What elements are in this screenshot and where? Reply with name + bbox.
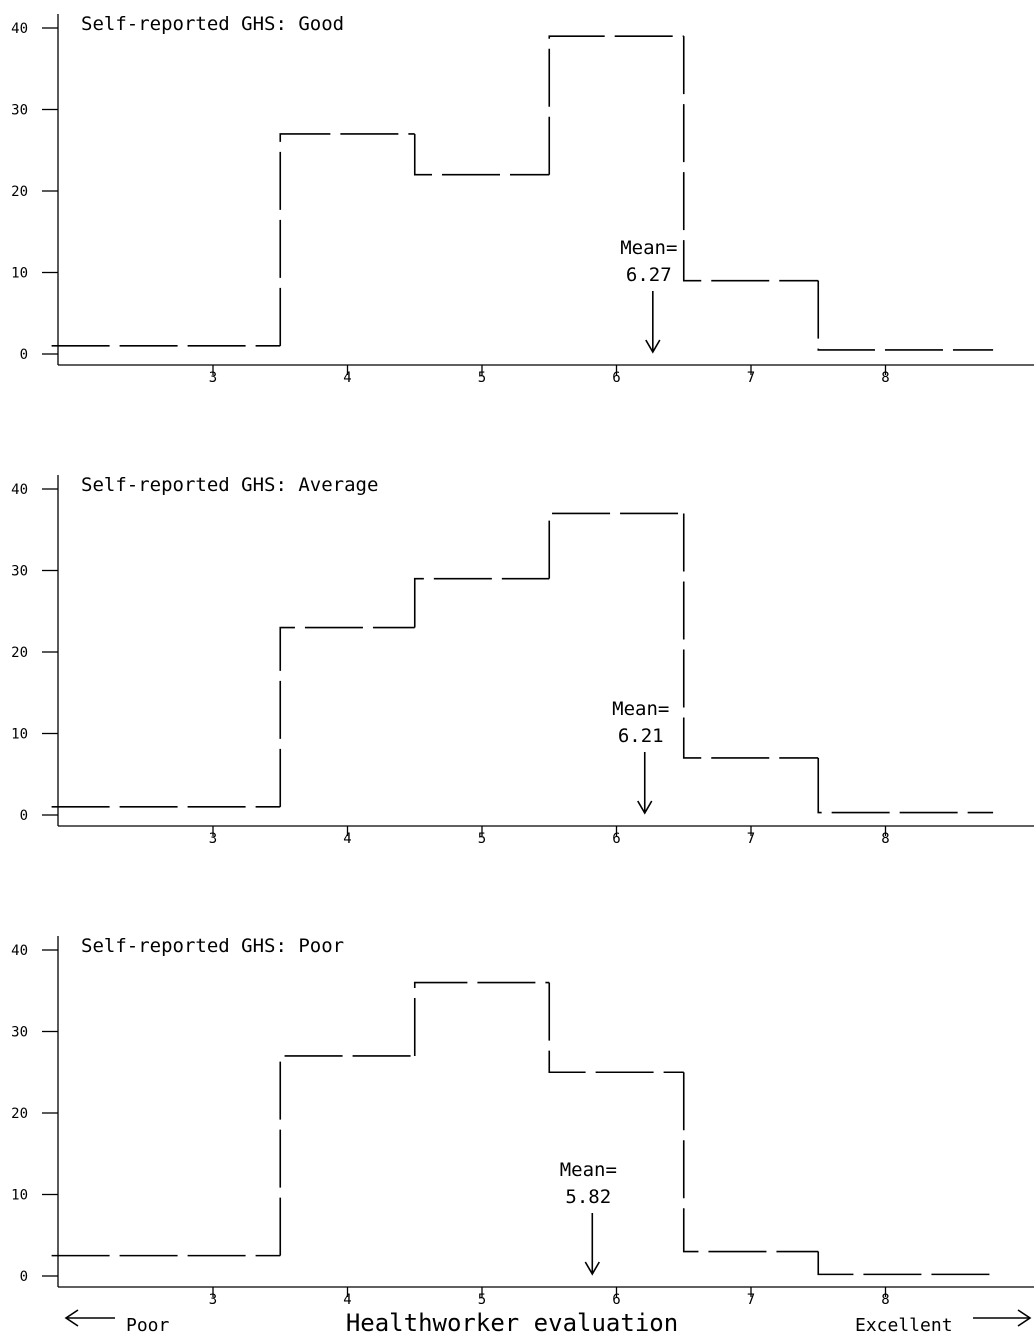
- histogram-bin: [415, 983, 550, 1056]
- footer-excellent-label: Excellent: [855, 1315, 953, 1336]
- histogram-bin: [415, 134, 550, 175]
- x-tick-label: 5: [478, 831, 486, 847]
- histogram-bin: [684, 513, 819, 758]
- histogram-panel: 0 10 20 30 40 3 4 5 6 7 8 Self-reported GHS: Good Me…: [11, 13, 1034, 386]
- y-tick-label: 0: [20, 347, 28, 363]
- y-tick-label: 10: [11, 727, 28, 743]
- histogram-bin: [684, 1072, 819, 1251]
- histogram-bin: [280, 628, 415, 807]
- panel-title: Self-reported GHS: Average: [81, 474, 378, 496]
- y-tick-label: 40: [11, 482, 28, 498]
- x-tick-label: 3: [209, 1292, 217, 1308]
- x-axis-label: Healthworker evaluation: [346, 1309, 678, 1337]
- y-tick-label: 40: [11, 21, 28, 37]
- panel-title: Self-reported GHS: Poor: [81, 935, 344, 957]
- x-tick-label: 4: [343, 370, 351, 386]
- x-tick-label: 5: [478, 1292, 486, 1308]
- x-tick-label: 4: [343, 1292, 351, 1308]
- x-tick-label: 7: [747, 1292, 755, 1308]
- x-tick-label: 8: [881, 370, 889, 386]
- mean-arrow-icon: [585, 1213, 599, 1274]
- y-tick-label: 20: [11, 645, 28, 661]
- histogram-bin: [280, 134, 415, 346]
- y-tick-label: 30: [11, 1025, 28, 1041]
- mean-label: Mean=: [612, 698, 669, 720]
- histogram-bin: [818, 281, 993, 350]
- histogram-bin: [280, 1056, 415, 1256]
- x-tick-label: 5: [478, 370, 486, 386]
- mean-arrow-icon: [638, 752, 652, 813]
- y-tick-label: 30: [11, 103, 28, 119]
- x-tick-label: 3: [209, 831, 217, 847]
- mean-value-label: 5.82: [565, 1186, 611, 1208]
- x-tick-label: 7: [747, 831, 755, 847]
- x-tick-label: 6: [612, 1292, 620, 1308]
- histogram-bin: [549, 513, 684, 578]
- y-tick-label: 0: [20, 1269, 28, 1285]
- x-tick-label: 6: [612, 831, 620, 847]
- footer-poor-label: Poor: [126, 1315, 170, 1336]
- histogram-panel: 0 10 20 30 40 3 4 5 6 7 8 Self-reported GHS: Poor Me…: [11, 935, 1034, 1308]
- x-tick-label: 3: [209, 370, 217, 386]
- mean-arrow-icon: [646, 291, 660, 352]
- histogram-bin: [415, 579, 550, 628]
- y-tick-label: 20: [11, 184, 28, 200]
- mean-label: Mean=: [620, 237, 677, 259]
- histogram-panel: 0 10 20 30 40 3 4 5 6 7 8 Self-reported GHS: Averag…: [11, 474, 1034, 847]
- footer: Poor Healthworker evaluation Excellent: [66, 1309, 1030, 1337]
- histogram-bin: [818, 1252, 993, 1275]
- histogram-bin: [549, 36, 684, 175]
- left-arrow-icon: [66, 1310, 115, 1326]
- panel-title: Self-reported GHS: Good: [81, 13, 344, 35]
- y-tick-label: 0: [20, 808, 28, 824]
- y-tick-label: 20: [11, 1106, 28, 1122]
- x-tick-label: 8: [881, 831, 889, 847]
- mean-label: Mean=: [560, 1159, 617, 1181]
- mean-value-label: 6.21: [618, 725, 664, 747]
- y-tick-label: 30: [11, 564, 28, 580]
- x-tick-label: 6: [612, 370, 620, 386]
- x-tick-label: 7: [747, 370, 755, 386]
- y-tick-label: 10: [11, 266, 28, 282]
- mean-value-label: 6.27: [626, 264, 672, 286]
- x-tick-label: 4: [343, 831, 351, 847]
- x-tick-label: 8: [881, 1292, 889, 1308]
- histogram-bin: [684, 36, 819, 281]
- y-tick-label: 40: [11, 943, 28, 959]
- right-arrow-icon: [973, 1310, 1030, 1326]
- y-tick-label: 10: [11, 1188, 28, 1204]
- histogram-bin: [818, 758, 993, 813]
- histogram-bin: [549, 983, 684, 1073]
